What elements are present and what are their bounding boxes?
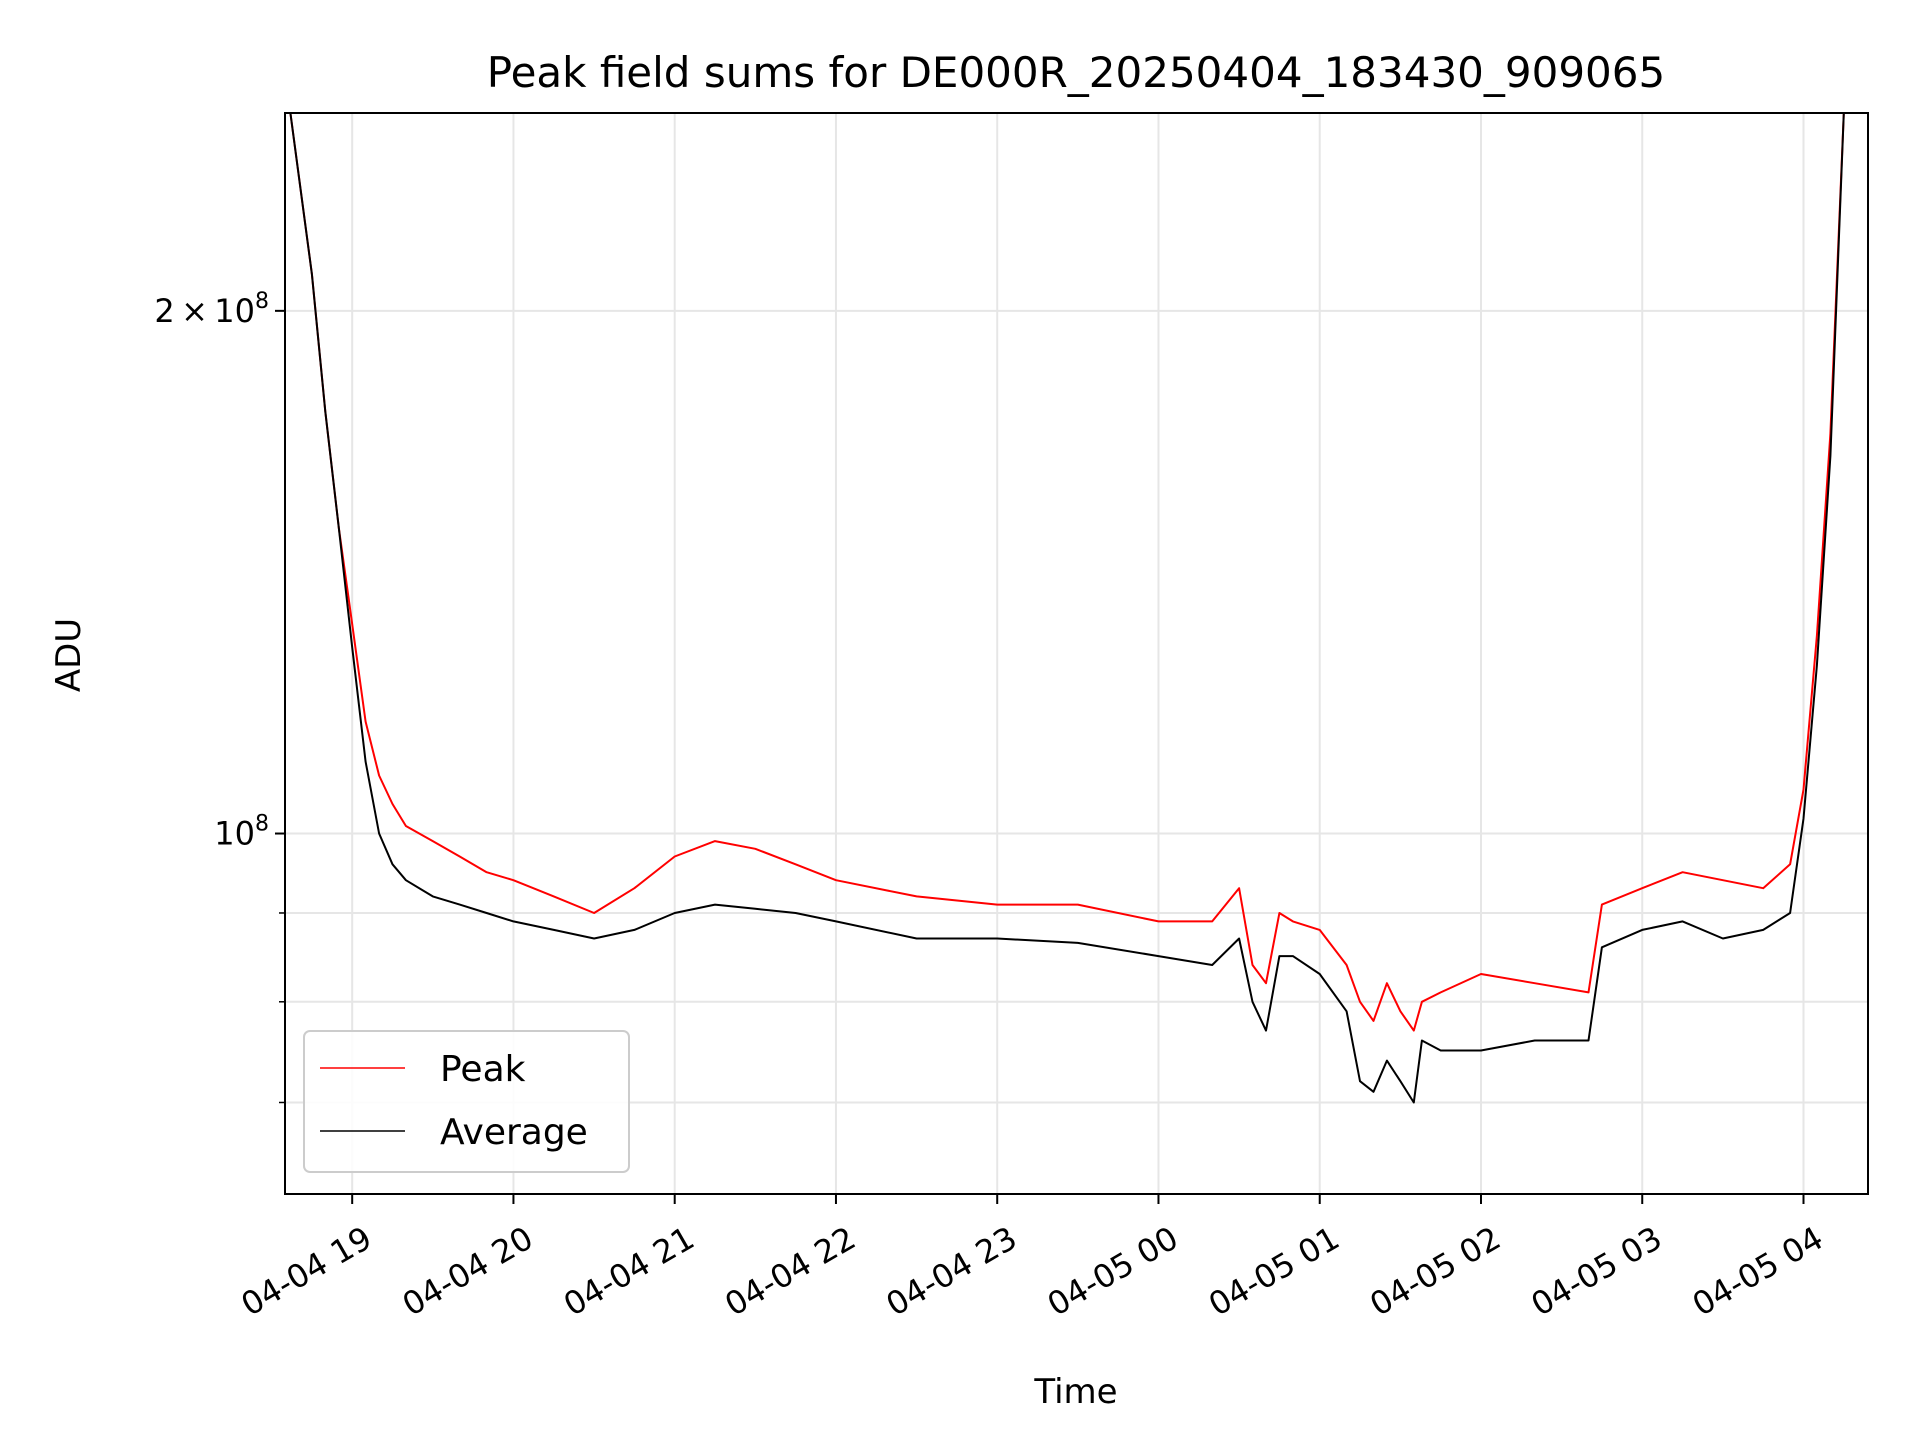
grid-lines bbox=[285, 113, 1868, 1194]
y-axis-label: ADU bbox=[49, 618, 89, 692]
series-line-peak bbox=[289, 113, 1845, 1032]
plot-frame bbox=[284, 112, 1869, 1195]
data-layer bbox=[289, 113, 1845, 1104]
x-axis-label: Time bbox=[1033, 1372, 1117, 1412]
legend: Peak Average bbox=[303, 1030, 630, 1173]
legend-label-peak: Peak bbox=[440, 1049, 526, 1090]
chart-title: Peak field sums for DE000R_20250404_1834… bbox=[487, 48, 1665, 97]
y-tick-label: 108 bbox=[214, 812, 269, 853]
y-tick-label: 2 × 108 bbox=[154, 289, 269, 330]
legend-box bbox=[303, 1030, 630, 1173]
y-axis-ticks: 2 × 108 108 bbox=[154, 289, 285, 1104]
series-line-average bbox=[289, 113, 1845, 1104]
legend-label-average: Average bbox=[440, 1112, 588, 1153]
